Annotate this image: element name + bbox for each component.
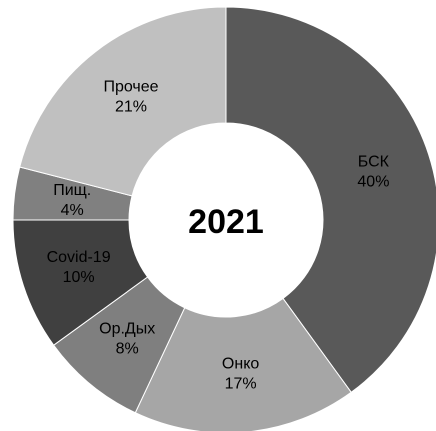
slice-value-label: 17% bbox=[225, 376, 257, 393]
slice-value-label: 40% bbox=[357, 173, 389, 190]
slice-label: Прочее bbox=[103, 79, 158, 96]
slice-label: Пищ. bbox=[53, 182, 91, 199]
slice-label: Covid-19 bbox=[47, 249, 111, 266]
slice bbox=[134, 297, 352, 431]
slice-label: БСК bbox=[358, 153, 390, 170]
slice-value-label: 10% bbox=[63, 269, 95, 286]
slice-value-label: 21% bbox=[115, 99, 147, 116]
chart-title: 2021 bbox=[188, 203, 264, 241]
slice bbox=[225, 6, 436, 394]
slice-value-label: 8% bbox=[116, 341, 139, 358]
slice-label: Ор.Дых bbox=[99, 321, 155, 338]
slice-label: Онко bbox=[222, 356, 259, 373]
slice bbox=[19, 6, 227, 197]
slice-value-label: 4% bbox=[61, 202, 84, 219]
